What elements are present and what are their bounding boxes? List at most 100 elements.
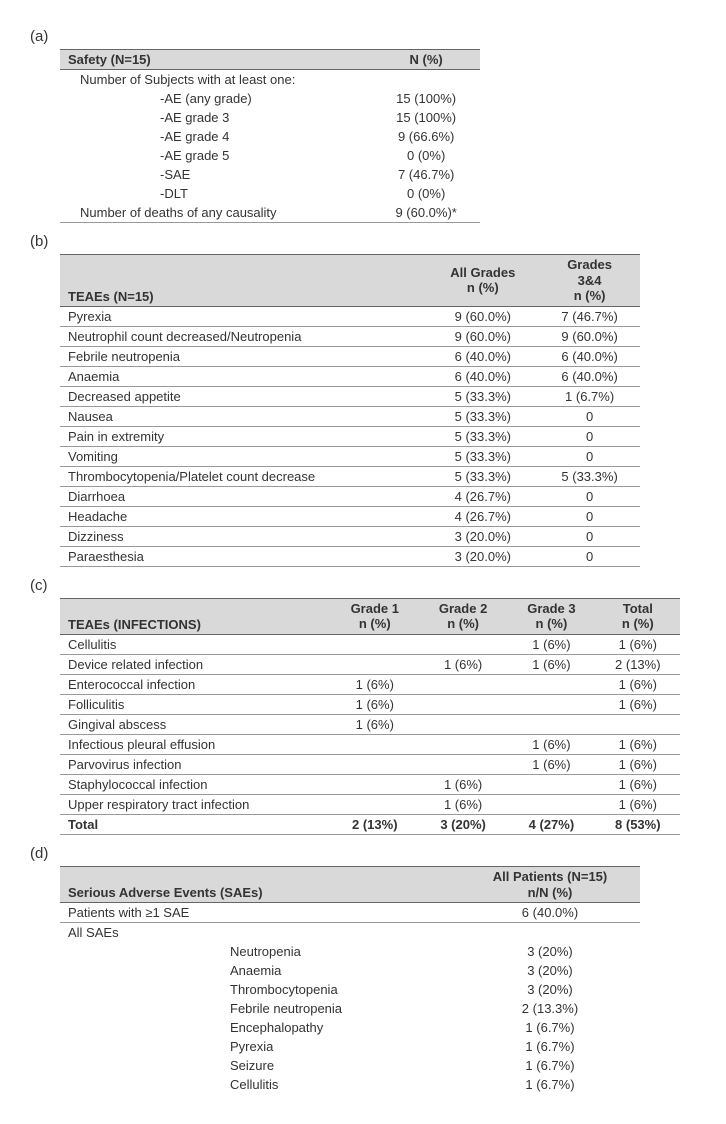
b-row-g34: 0 [539, 546, 640, 566]
c-row-label: Infectious pleural effusion [60, 734, 331, 754]
th-b-1: All Gradesn (%) [426, 255, 539, 307]
c-total-val: 4 (27%) [507, 814, 595, 834]
panel-d-label: (d) [30, 845, 696, 862]
d-sae-label: Thrombocytopenia [60, 980, 460, 999]
b-row-label: Nausea [60, 406, 426, 426]
c-row-val: 1 (6%) [507, 734, 595, 754]
d-first-label: Patients with ≥1 SAE [60, 903, 460, 923]
a-row-val: 7 (46.7%) [372, 165, 480, 184]
b-row-g34: 7 (46.7%) [539, 306, 640, 326]
b-row-label: Diarrhoea [60, 486, 426, 506]
c-row-label: Device related infection [60, 654, 331, 674]
b-row-label: Headache [60, 506, 426, 526]
b-row-all: 5 (33.3%) [426, 426, 539, 446]
a-footer-label: Number of deaths of any causality [60, 203, 372, 223]
d-sae-val: 3 (20%) [460, 942, 640, 961]
c-row-val: 1 (6%) [331, 694, 419, 714]
c-row-val [419, 714, 507, 734]
c-row-val: 1 (6%) [419, 794, 507, 814]
b-row-g34: 0 [539, 426, 640, 446]
c-total-label: Total [60, 814, 331, 834]
b-row-label: Decreased appetite [60, 386, 426, 406]
c-row-val: 2 (13%) [596, 654, 680, 674]
a-row-label: -SAE [60, 165, 372, 184]
c-row-val [331, 774, 419, 794]
a-footer-val: 9 (60.0%)* [372, 203, 480, 223]
b-row-label: Pyrexia [60, 306, 426, 326]
b-row-all: 5 (33.3%) [426, 446, 539, 466]
c-row-label: Folliculitis [60, 694, 331, 714]
th-c-4: Totaln (%) [596, 598, 680, 634]
d-sae-label: Pyrexia [60, 1037, 460, 1056]
b-row-g34: 0 [539, 406, 640, 426]
th-a-0: Safety (N=15) [60, 50, 372, 70]
c-row-val: 1 (6%) [419, 774, 507, 794]
c-row-val [419, 734, 507, 754]
c-row-val: 1 (6%) [507, 634, 595, 654]
a-row-val: 15 (100%) [372, 89, 480, 108]
d-sae-val: 1 (6.7%) [460, 1056, 640, 1075]
c-row-val: 1 (6%) [596, 734, 680, 754]
th-d-1: All Patients (N=15)n/N (%) [460, 866, 640, 902]
c-row-val [331, 734, 419, 754]
c-total-val: 8 (53%) [596, 814, 680, 834]
d-sae-val: 1 (6.7%) [460, 1018, 640, 1037]
b-row-all: 5 (33.3%) [426, 406, 539, 426]
b-row-label: Anaemia [60, 366, 426, 386]
c-row-val: 1 (6%) [596, 754, 680, 774]
b-row-all: 3 (20.0%) [426, 546, 539, 566]
b-row-label: Paraesthesia [60, 546, 426, 566]
table-a: Safety (N=15) N (%) Number of Subjects w… [60, 49, 480, 223]
c-row-label: Upper respiratory tract infection [60, 794, 331, 814]
b-row-g34: 0 [539, 486, 640, 506]
b-row-g34: 5 (33.3%) [539, 466, 640, 486]
c-row-val: 1 (6%) [596, 794, 680, 814]
d-section: All SAEs [60, 923, 640, 943]
c-row-val: 1 (6%) [596, 774, 680, 794]
b-row-all: 4 (26.7%) [426, 486, 539, 506]
d-sae-val: 3 (20%) [460, 980, 640, 999]
a-row-label: -DLT [60, 184, 372, 203]
c-row-val [419, 674, 507, 694]
d-sae-label: Encephalopathy [60, 1018, 460, 1037]
table-b: TEAEs (N=15) All Gradesn (%) Grades3&4n … [60, 254, 640, 567]
b-row-g34: 0 [539, 526, 640, 546]
c-row-val [596, 714, 680, 734]
c-row-label: Staphylococcal infection [60, 774, 331, 794]
d-sae-label: Anaemia [60, 961, 460, 980]
d-first-val: 6 (40.0%) [460, 903, 640, 923]
b-row-label: Vomiting [60, 446, 426, 466]
tbody-b: Pyrexia9 (60.0%)7 (46.7%)Neutrophil coun… [60, 306, 640, 566]
c-total-val: 2 (13%) [331, 814, 419, 834]
panel-a-label: (a) [30, 28, 696, 45]
d-sae-val: 1 (6.7%) [460, 1037, 640, 1056]
th-c-1: Grade 1n (%) [331, 598, 419, 634]
c-row-val [331, 654, 419, 674]
th-b-0: TEAEs (N=15) [60, 255, 426, 307]
th-b-2: Grades3&4n (%) [539, 255, 640, 307]
b-row-g34: 0 [539, 506, 640, 526]
b-row-label: Pain in extremity [60, 426, 426, 446]
c-row-label: Cellulitis [60, 634, 331, 654]
c-row-val: 1 (6%) [596, 694, 680, 714]
th-c-3: Grade 3n (%) [507, 598, 595, 634]
panel-b-label: (b) [30, 233, 696, 250]
c-row-val [419, 694, 507, 714]
c-row-val [507, 674, 595, 694]
a-row-val: 15 (100%) [372, 108, 480, 127]
b-row-g34: 9 (60.0%) [539, 326, 640, 346]
b-row-all: 6 (40.0%) [426, 366, 539, 386]
a-row-label: -AE (any grade) [60, 89, 372, 108]
b-row-all: 9 (60.0%) [426, 326, 539, 346]
c-total-val: 3 (20%) [419, 814, 507, 834]
d-sae-val: 1 (6.7%) [460, 1075, 640, 1094]
tbody-c: Cellulitis1 (6%)1 (6%)Device related inf… [60, 634, 680, 834]
c-row-val: 1 (6%) [331, 674, 419, 694]
table-d: Serious Adverse Events (SAEs) All Patien… [60, 866, 640, 1094]
c-row-val [507, 774, 595, 794]
a-row-val: 0 (0%) [372, 146, 480, 165]
b-row-all: 9 (60.0%) [426, 306, 539, 326]
d-sae-val: 3 (20%) [460, 961, 640, 980]
c-row-label: Enterococcal infection [60, 674, 331, 694]
a-row-label: -AE grade 5 [60, 146, 372, 165]
